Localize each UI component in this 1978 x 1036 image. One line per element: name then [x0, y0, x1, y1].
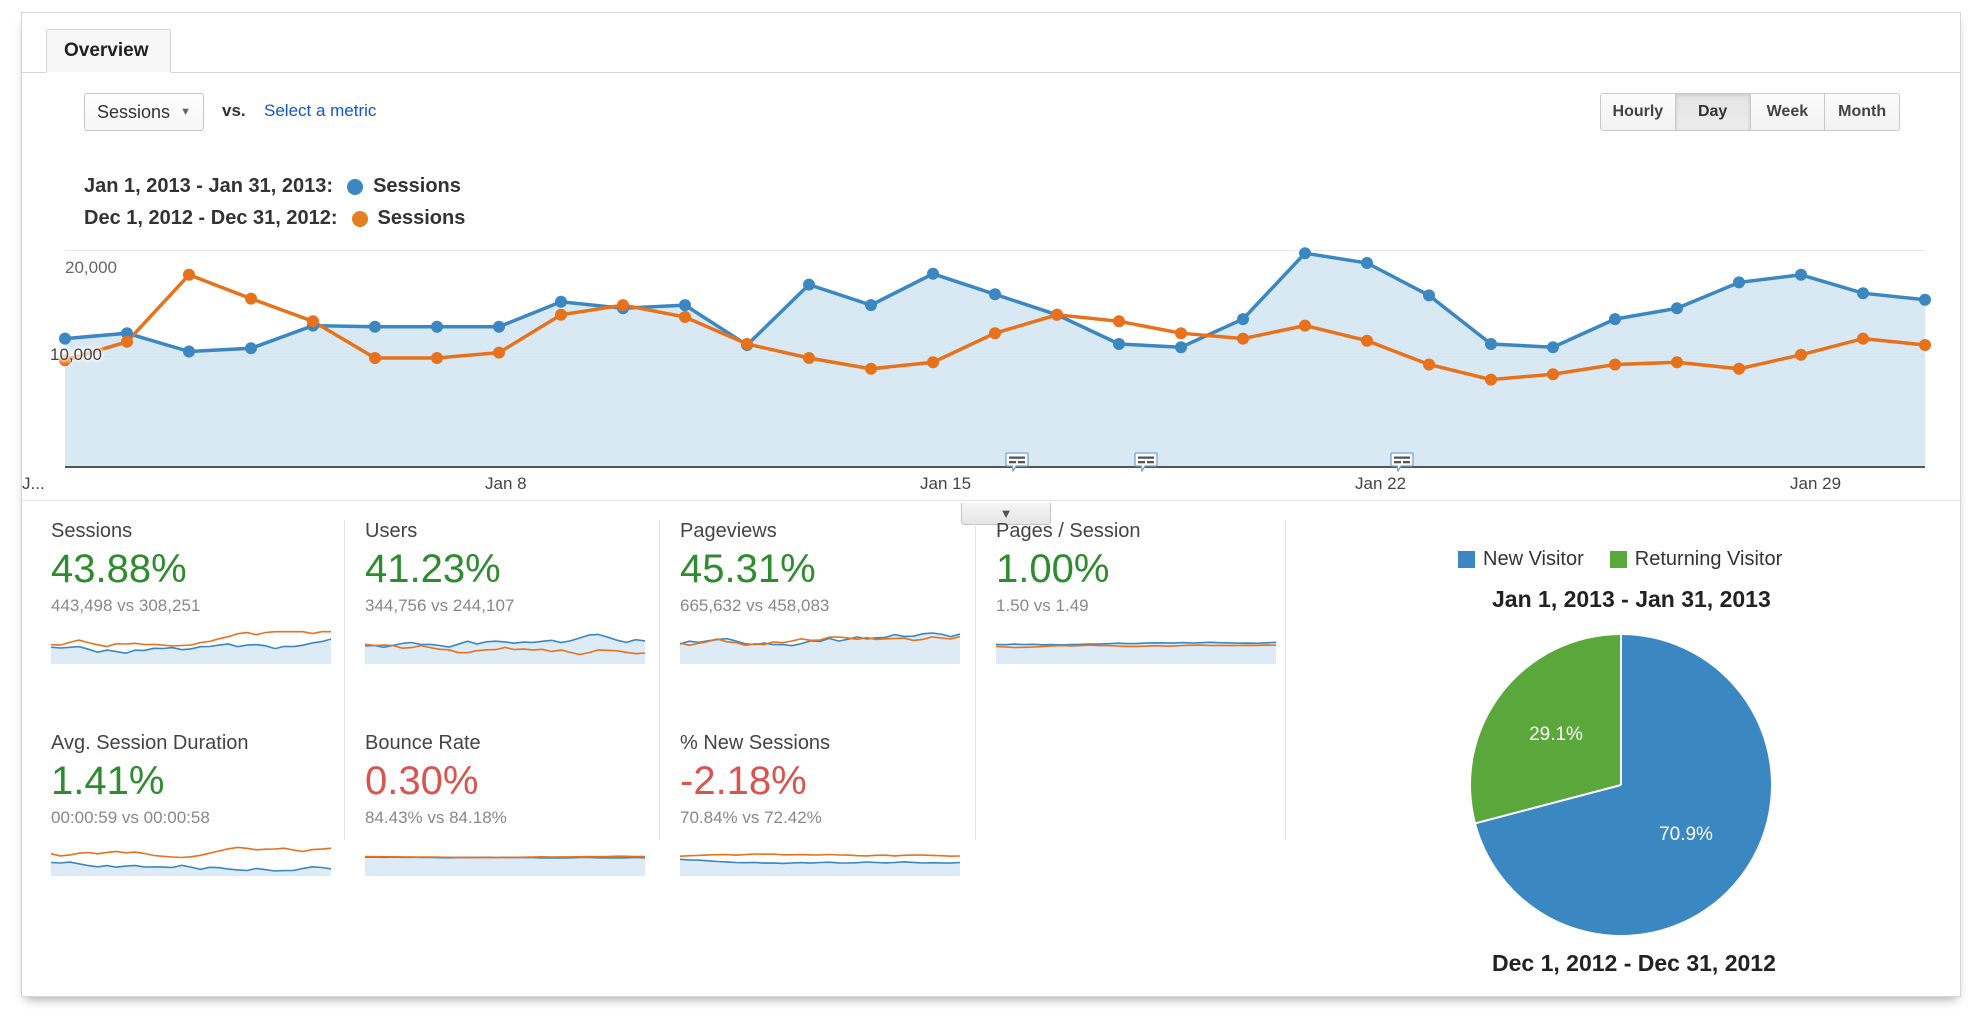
- svg-text:70.9%: 70.9%: [1659, 824, 1713, 845]
- svg-text:29.1%: 29.1%: [1529, 724, 1583, 745]
